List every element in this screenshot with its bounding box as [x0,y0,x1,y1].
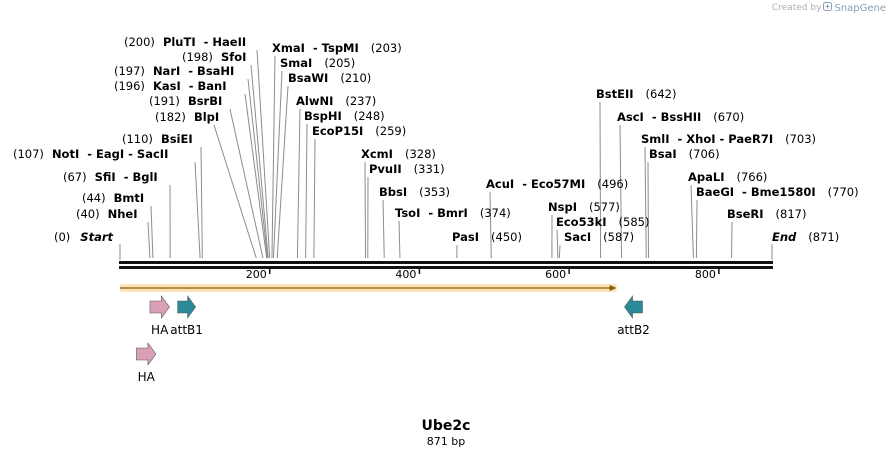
site-leader-nari [247,78,268,259]
site-label-bsrbi[interactable]: (191) BsrBI [149,94,222,108]
site-label-eco53ki[interactable]: Eco53kI (585) [556,215,649,229]
site-leader-asci [619,124,623,259]
site-leader-bsteii [599,101,602,259]
site-leader-sfoi [250,64,269,259]
backbone-bottom-strand [119,266,773,269]
site-label-noti[interactable]: (107) NotI - EagI - SacII [13,147,168,161]
site-leader-nhei [147,221,151,259]
site-label-xmai[interactable]: XmaI - TspMI (203) [272,41,402,55]
ruler-tick-label-400: 400 [395,268,416,281]
site-label-baegi[interactable]: BaeGI - Bme1580I (770) [696,185,859,199]
ruler-tick-label-800: 800 [695,268,716,281]
site-label-sfii[interactable]: (67) SfiI - BglI [63,170,158,184]
ruler-ticks: 200 400 600 800 [246,266,720,281]
site-label-nhei[interactable]: (40) NheI [76,207,138,221]
site-label-blpi[interactable]: (182) BlpI [155,110,219,124]
site-label-bbsi[interactable]: BbsI (353) [379,185,450,199]
site-label-pasi[interactable]: PasI (450) [452,230,522,244]
map-length: 871 bp [426,435,466,448]
feature-ha-label: HA [151,323,169,337]
site-leader-saci [558,244,561,259]
site-leader-ecop15i [313,138,316,259]
site-leader-smai [272,70,283,259]
site-label-kasi[interactable]: (196) KasI - BanI [114,79,227,93]
site-label-asci[interactable]: AscI - BssHII (670) [617,110,744,124]
site-label-nspi[interactable]: NspI (577) [548,200,620,214]
site-leader-bsawi [276,85,289,259]
site-label-bsiei[interactable]: (110) BsiEI [122,132,193,146]
feature-attb2-arrow[interactable] [624,295,643,319]
site-label-bsawi[interactable]: BsaWI (210) [288,71,371,85]
site-label-apali[interactable]: ApaLI (766) [688,170,767,184]
site-leader-noti [194,161,201,259]
feature-ha-arrow[interactable] [149,295,170,319]
feature-attb2-label: attB2 [617,323,650,337]
site-leader-xcmi [364,161,367,259]
site-label-pluti[interactable]: (200) PluTI - HaeII [124,35,246,49]
site-leader-baegi [695,199,698,259]
site-label-bmti[interactable]: (44) BmtI [82,191,144,205]
site-label-bseri[interactable]: BseRI (817) [727,207,806,221]
feature-ha-arrow[interactable] [136,342,157,366]
snapgene-logo-icon [823,2,833,14]
feature-ha-label: HA [138,370,156,384]
site-leader-acui [489,191,492,259]
site-label-pvuii[interactable]: PvuII (331) [369,162,445,176]
site-label-nari[interactable]: (197) NarI - BsaHI [114,64,234,78]
site-leader-bsphi [305,123,308,259]
site-label-alwni[interactable]: AlwNI (237) [296,94,376,108]
site-label-bsteii[interactable]: BstEII (642) [596,87,676,101]
site-label-tsoi[interactable]: TsoI - BmrI (374) [395,206,511,220]
snapgene-credit: Created by SnapGene [772,2,886,14]
site-leader-xmai [271,55,276,259]
end-label: End (871) [772,230,839,244]
start-label: (0) Start [54,230,114,244]
site-leader-smli [644,146,647,259]
site-leader-bsrbi [229,108,264,259]
site-label-xcmi[interactable]: XcmI (328) [361,147,436,161]
site-leader-alwni [296,108,301,259]
site-leader-blpi [213,124,257,259]
site-label-saci[interactable]: SacI (587) [564,230,634,244]
site-leader-pluti [256,49,271,259]
site-leader-eco53ki [556,229,559,259]
site-labels: (200) PluTI - HaeII(198) SfoI(197) NarI - Bsa… [13,35,859,244]
orf-arrow [120,284,617,292]
site-label-ecop15i[interactable]: EcoP15I (259) [312,124,406,138]
site-leader-lines [119,49,773,260]
orf-arrowhead-icon [609,285,617,291]
site-leader-bbsi [382,199,385,259]
site-label-sfoi[interactable]: (198) SfoI [182,50,246,64]
site-label-smai[interactable]: SmaI (205) [280,56,355,70]
site-leader-tsoi [398,220,401,259]
site-label-bsai[interactable]: BsaI (706) [649,147,720,161]
backbone-top-strand [119,261,773,264]
site-label-bsphi[interactable]: BspHI (248) [304,109,385,123]
ruler-tick-label-200: 200 [246,268,267,281]
site-leader-kasi [244,93,268,259]
credit-brand: SnapGene [834,2,886,14]
ruler-tick-label-600: 600 [545,268,566,281]
site-label-acui[interactable]: AcuI - Eco57MI (496) [486,177,628,191]
site-leader-apali [690,184,694,259]
site-leader-bsiei [200,146,203,259]
site-leader-bmti [150,205,154,259]
map-title: Ube2c [421,418,471,434]
feature-attb1-arrow[interactable] [177,295,196,319]
feature-attb1-label: attB1 [170,323,203,337]
site-label-smli[interactable]: SmlI - XhoI - PaeR7I (703) [641,132,816,146]
credit-prefix: Created by [771,3,822,13]
dna-backbone [119,261,773,269]
